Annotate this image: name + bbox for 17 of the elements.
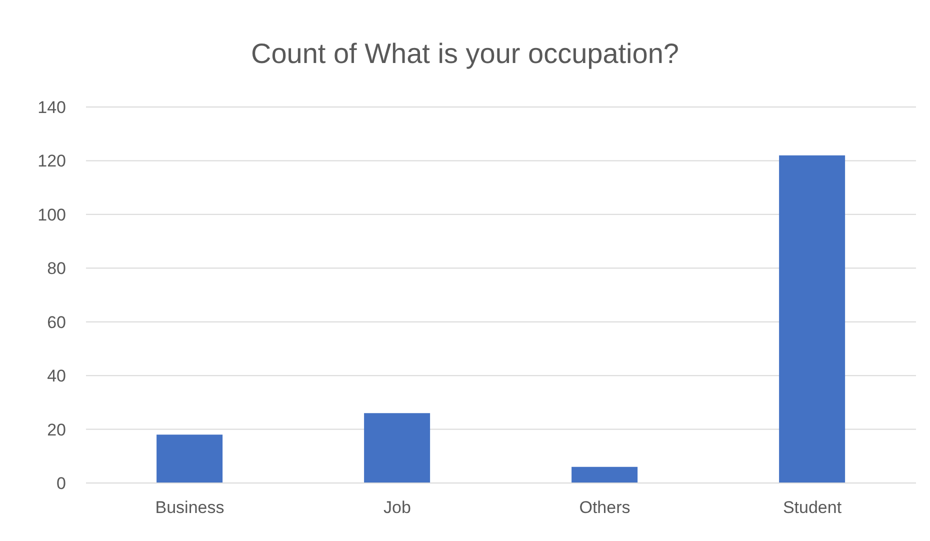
- y-tick-label: 80: [47, 259, 66, 278]
- bar: [364, 413, 430, 483]
- y-tick-label: 60: [47, 312, 66, 332]
- y-tick-label: 20: [47, 420, 66, 440]
- bar: [779, 155, 846, 483]
- x-tick-label: Business: [155, 498, 224, 518]
- y-tick-label: 0: [56, 474, 66, 494]
- y-tick-label: 120: [38, 152, 66, 171]
- y-tick-label: 140: [38, 98, 66, 118]
- bar: [572, 466, 638, 483]
- y-tick-label: 100: [38, 205, 66, 224]
- x-tick-label: Others: [579, 498, 630, 518]
- bar: [156, 434, 223, 483]
- x-tick-label: Job: [384, 498, 411, 518]
- chart-title: Count of What is your occupation?: [250, 38, 680, 70]
- x-tick-label: Student: [782, 498, 842, 518]
- y-tick-label: 40: [47, 366, 66, 386]
